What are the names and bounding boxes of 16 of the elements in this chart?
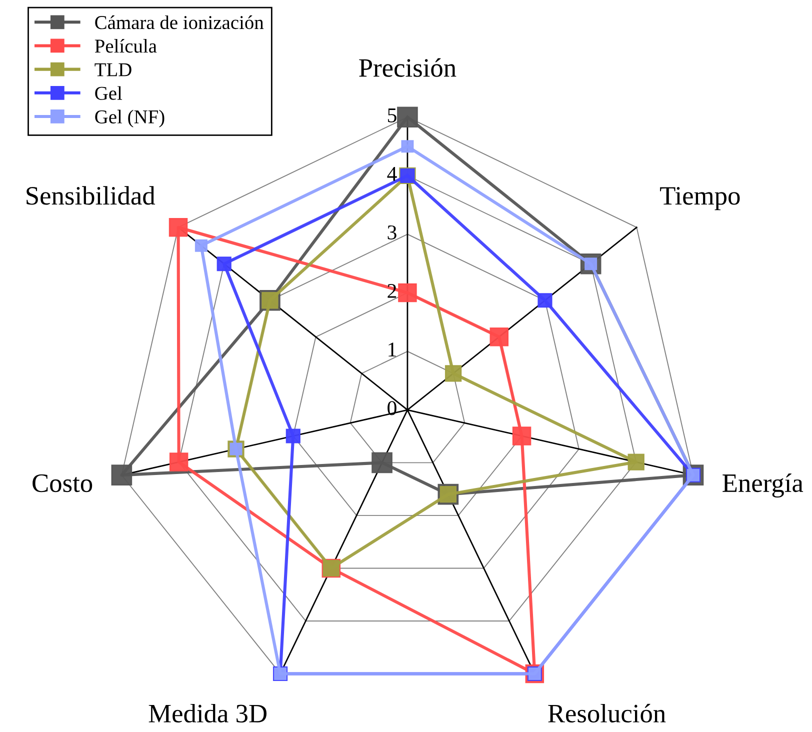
legend-label: Gel <box>95 86 122 100</box>
spoke-label: Medida 3D <box>148 704 266 723</box>
spoke-label: Precisión <box>359 58 456 77</box>
legend-label: Gel (NF) <box>95 110 164 128</box>
y-tick-label: 5 <box>388 108 396 122</box>
spoke-label: Resolución <box>548 704 666 723</box>
spoke-label: Tiempo <box>660 187 740 210</box>
legend-label: TLD <box>94 63 132 76</box>
spoke-label: Energía <box>722 473 804 498</box>
spoke-label: Sensibilidad <box>26 186 156 205</box>
legend-label: Cámara de ionización <box>95 15 264 30</box>
legend-label: Película <box>94 39 157 53</box>
y-tick-label: 4 <box>387 166 397 181</box>
spoke-label: Costo <box>32 474 92 492</box>
y-tick-label: 1 <box>388 342 396 356</box>
y-tick-label: 3 <box>388 225 396 240</box>
